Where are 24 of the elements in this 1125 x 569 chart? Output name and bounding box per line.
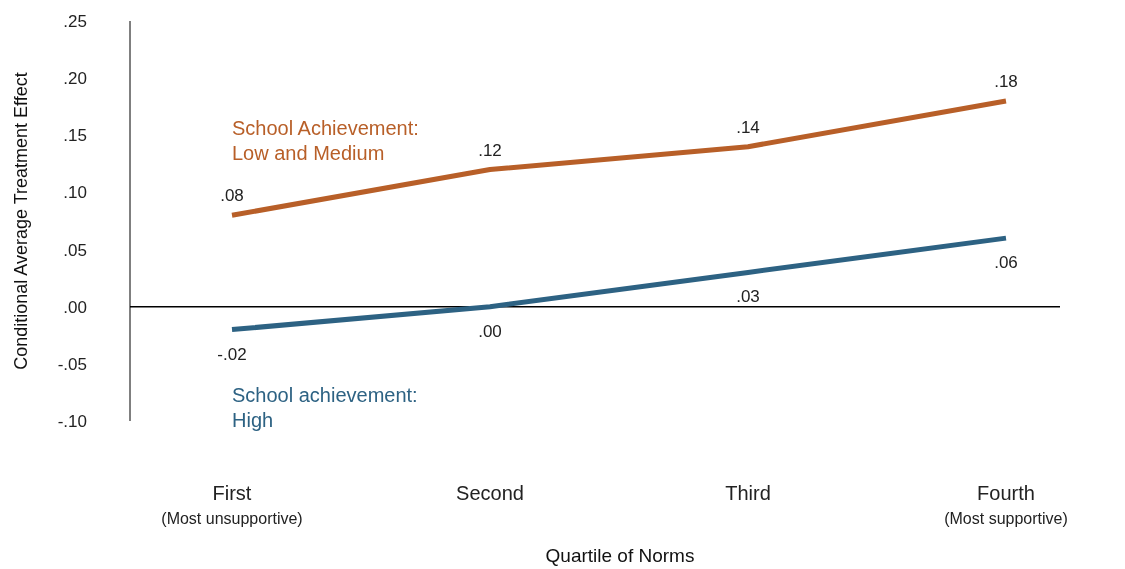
y-tick-label: .05 — [63, 240, 87, 260]
data-label: .00 — [478, 321, 502, 341]
text: School achievement: High — [232, 383, 418, 431]
x-tick-label: First (Most unsupportive) — [161, 482, 303, 527]
y-tick-label: -.05 — [57, 354, 87, 374]
y-tick-label: .15 — [63, 126, 87, 146]
x-tick-label: Second — [456, 482, 524, 504]
series-label: School Achievement: Low and Medium — [232, 117, 419, 165]
y-tick-label: -.10 — [57, 411, 87, 431]
x-tick-label: Fourth (Most supportive) — [944, 482, 1068, 527]
y-axis-title: Conditional Average Treatment Effect — [11, 72, 31, 370]
data-label: -.02 — [217, 344, 247, 364]
y-tick-label: .25 — [63, 11, 87, 31]
data-label: .12 — [478, 140, 502, 160]
data-label: .14 — [736, 117, 760, 137]
y-tick-label: .00 — [63, 297, 87, 317]
x-axis-title: Quartile of Norms — [545, 545, 695, 566]
y-tick-label: .10 — [63, 183, 87, 203]
data-label: .06 — [994, 253, 1018, 273]
data-label: .03 — [736, 287, 760, 307]
x-tick-label: Third — [725, 482, 771, 504]
data-label: .08 — [220, 186, 244, 206]
y-tick-label: .20 — [63, 69, 87, 89]
data-label: .18 — [994, 72, 1018, 91]
